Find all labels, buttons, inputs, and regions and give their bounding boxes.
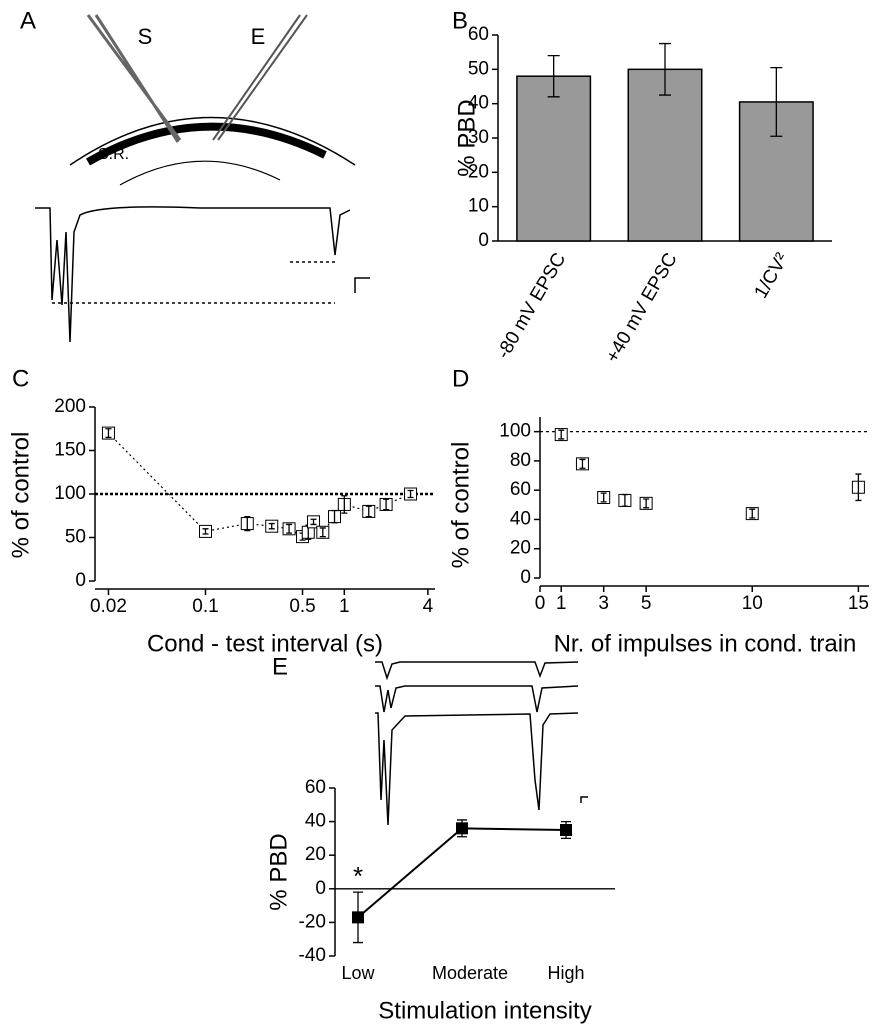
error-bar [244, 515, 251, 532]
x-axis-label: Stimulation intensity [378, 997, 591, 1024]
error-bar [749, 508, 756, 519]
x-tick-label: Low [341, 963, 375, 983]
error-bar [407, 489, 414, 499]
annotation: * [353, 861, 363, 891]
y-tick-label: 0 [315, 878, 326, 899]
error-bar [621, 493, 628, 507]
y-tick-label: 100 [54, 483, 86, 504]
bar [516, 75, 592, 242]
panel-a: A S E S.R. [20, 7, 370, 343]
pipette [212, 14, 308, 141]
y-tick-label: -20 [299, 911, 326, 932]
data-point [456, 822, 468, 835]
x-tick-label: 1 [339, 596, 350, 617]
y-tick-label: 20 [510, 538, 531, 559]
y-tick-label: 20 [305, 844, 326, 865]
x-tick-label: 0.5 [289, 596, 315, 617]
error-bar [105, 428, 112, 439]
y-tick-label: 200 [54, 396, 86, 417]
trace [375, 712, 579, 826]
x-axis-label: Nr. of impulses in cond. train [554, 630, 857, 657]
error-bar [365, 505, 372, 518]
y-tick-label: 30 [468, 127, 489, 148]
pipette-label: S [138, 24, 153, 49]
x-tick-label: High [547, 963, 584, 983]
scale-bar [580, 796, 588, 803]
error-bar [547, 54, 560, 98]
data-point [560, 824, 572, 836]
y-tick-label: 80 [510, 450, 531, 471]
pipette-label: E [251, 24, 266, 49]
y-tick-label: -40 [299, 945, 326, 966]
y-axis-label: % PBD [265, 833, 292, 910]
x-tick-label: 0.02 [90, 596, 127, 617]
y-tick-label: 20 [468, 161, 489, 182]
error-bar [659, 42, 671, 96]
y-tick-label: 60 [468, 24, 489, 45]
y-tick-label: 0 [478, 230, 489, 251]
y-tick-label: 40 [468, 93, 489, 114]
error-bar [286, 523, 293, 534]
cell-layer [86, 122, 327, 166]
data-point [352, 911, 364, 924]
x-tick-label: 0.1 [192, 596, 218, 617]
panel-label: B [452, 7, 468, 34]
error-bar [268, 522, 275, 530]
y-tick-label: 100 [499, 421, 531, 442]
error-bar [643, 498, 650, 509]
y-tick-label: 10 [468, 196, 489, 217]
x-tick-label: 15 [848, 593, 869, 614]
y-tick-label: 50 [65, 527, 86, 548]
y-tick-label: 40 [510, 508, 531, 529]
x-tick-label: 1/CV² [751, 250, 793, 303]
y-tick-label: 0 [75, 570, 86, 591]
error-bar [310, 518, 317, 526]
error-bar [341, 495, 348, 514]
x-tick-label: 5 [641, 593, 652, 614]
x-tick-label: 10 [742, 593, 763, 614]
scale-bar [354, 277, 370, 293]
trace [375, 685, 579, 713]
y-axis-label: % of control [447, 442, 474, 569]
x-tick-label: +40 mV EPSC [602, 250, 682, 367]
trace [375, 661, 579, 681]
error-bar [319, 527, 326, 538]
error-bar [770, 66, 783, 137]
panel-label: D [452, 365, 469, 392]
y-tick-label: 150 [54, 440, 86, 461]
x-tick-label: 4 [423, 596, 434, 617]
panel-label: C [12, 365, 29, 392]
error-bar [202, 528, 209, 535]
slice-outline [119, 160, 281, 186]
error-bar [558, 429, 565, 440]
panel-label: A [20, 7, 36, 34]
panel-label: E [272, 653, 288, 680]
trace [35, 206, 351, 343]
slice-outline [69, 116, 356, 166]
error-bar [855, 473, 862, 502]
pipette [86, 14, 182, 143]
dotted-line [52, 261, 335, 304]
y-axis-label: % of control [7, 432, 34, 559]
y-axis-label: % PBD [453, 99, 480, 176]
series-line [357, 827, 567, 919]
panel-e-traces [375, 661, 588, 826]
x-tick-label: 3 [598, 593, 609, 614]
x-tick-label: Moderate [432, 963, 508, 983]
error-bar [331, 509, 338, 524]
y-tick-label: 60 [510, 479, 531, 500]
y-tick-label: 50 [468, 58, 489, 79]
x-tick-label: -80 mV EPSC [493, 250, 570, 363]
y-tick-label: 40 [305, 811, 326, 832]
x-axis-label: Cond - test interval (s) [147, 630, 383, 657]
y-tick-label: 60 [305, 777, 326, 798]
error-bar [600, 492, 607, 503]
x-tick-label: 1 [556, 593, 567, 614]
connecting-line [108, 432, 411, 538]
y-tick-label: 0 [520, 567, 531, 588]
error-bar [383, 498, 390, 511]
x-tick-label: 0 [535, 593, 546, 614]
error-bar [579, 458, 586, 469]
